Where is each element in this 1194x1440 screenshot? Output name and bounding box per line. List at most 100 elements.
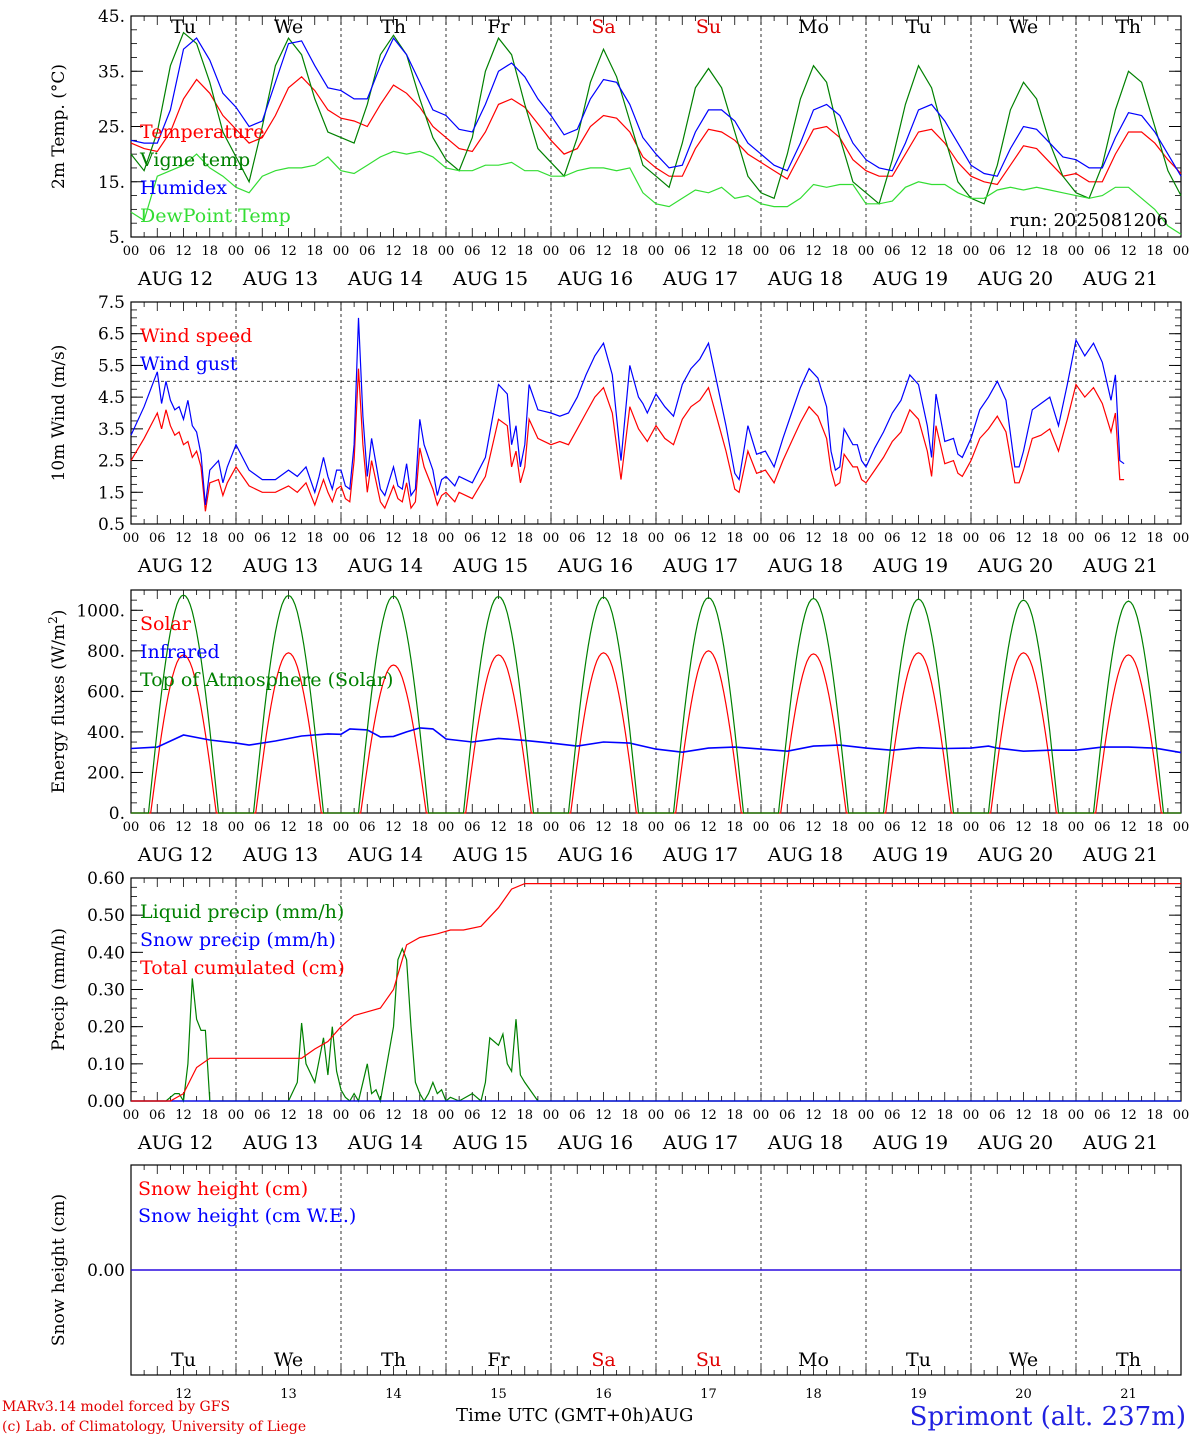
- temp-hour-label: 06: [569, 244, 586, 259]
- precip-hour-label: 18: [516, 1108, 533, 1123]
- energy-hour-label: 12: [385, 820, 402, 835]
- energy-ytick-label: 600.: [87, 682, 125, 702]
- wind-hour-label: 06: [149, 531, 166, 546]
- precip-series-0: [131, 946, 1181, 1104]
- energy-ytick-label: 1000.: [76, 601, 125, 621]
- precip-hour-label: 18: [1041, 1108, 1058, 1123]
- temp-ytick-label: 35.: [98, 62, 125, 82]
- precip-hour-label-end: 00: [1173, 1108, 1190, 1123]
- wind-hour-label: 12: [805, 531, 822, 546]
- energy-hour-label: 00: [438, 820, 455, 835]
- weekday-label-top: We: [274, 16, 303, 38]
- energy-series-2: [131, 594, 1181, 814]
- wind-hour-label: 12: [175, 531, 192, 546]
- wind-ytick-label: 4.5: [98, 388, 125, 408]
- precip-hour-label: 18: [201, 1108, 218, 1123]
- energy-hour-label: 00: [228, 820, 245, 835]
- wind-ytick-label: 2.5: [98, 452, 125, 472]
- precip-hour-label: 18: [726, 1108, 743, 1123]
- weekday-label-top: Th: [1116, 16, 1141, 38]
- wind-hour-label: 06: [989, 531, 1006, 546]
- energy-date-label: AUG 18: [767, 844, 843, 866]
- precip-hour-label: 12: [385, 1108, 402, 1123]
- precip-date-label: AUG 13: [242, 1132, 318, 1154]
- energy-hour-label: 00: [753, 820, 770, 835]
- day-number-label: 18: [805, 1387, 822, 1402]
- precip-date-label: AUG 14: [347, 1132, 423, 1154]
- energy-hour-label: 18: [201, 820, 218, 835]
- wind-panel: [130, 301, 1182, 525]
- temp-hour-label: 00: [333, 244, 350, 259]
- energy-hour-label: 06: [989, 820, 1006, 835]
- wind-hour-label: 18: [201, 531, 218, 546]
- weekday-label-top: Su: [696, 16, 721, 38]
- precip-hour-label: 06: [359, 1108, 376, 1123]
- precip-hour-label: 12: [910, 1108, 927, 1123]
- day-number-label: 20: [1015, 1387, 1032, 1402]
- precip-date-label: AUG 20: [977, 1132, 1053, 1154]
- temp-legend-1: Vigne temp: [139, 149, 250, 171]
- weekday-label-bottom: We: [1009, 1349, 1038, 1371]
- energy-date-label: AUG 17: [662, 844, 738, 866]
- temp-ytick-label: 25.: [98, 118, 125, 138]
- weekday-label-bottom: Tu: [906, 1349, 931, 1371]
- precip-panel: [130, 877, 1182, 1104]
- wind-date-label: AUG 12: [137, 555, 213, 577]
- wind-ytick-label: 3.5: [98, 420, 125, 440]
- energy-hour-label: 06: [464, 820, 481, 835]
- wind-date-label: AUG 21: [1082, 555, 1158, 577]
- wind-hour-label: 18: [306, 531, 323, 546]
- temp-hour-label: 12: [280, 244, 297, 259]
- precip-hour-label: 06: [464, 1108, 481, 1123]
- precip-date-label: AUG 16: [557, 1132, 633, 1154]
- precip-hour-label: 00: [438, 1108, 455, 1123]
- precip-hour-label: 06: [569, 1108, 586, 1123]
- precip-hour-label: 00: [963, 1108, 980, 1123]
- temp-legend-2: Humidex: [140, 177, 227, 199]
- precip-hour-label: 18: [936, 1108, 953, 1123]
- temp-hour-label: 12: [1015, 244, 1032, 259]
- wind-date-label: AUG 19: [872, 555, 948, 577]
- weekday-label-bottom: We: [274, 1349, 303, 1371]
- precip-date-label: AUG 18: [767, 1132, 843, 1154]
- time-axis-label: Time UTC (GMT+0h): [456, 1405, 651, 1426]
- wind-ytick-label: 5.5: [98, 356, 125, 376]
- wind-hour-label: 00: [648, 531, 665, 546]
- temp-hour-label: 06: [464, 244, 481, 259]
- energy-date-label: AUG 13: [242, 844, 318, 866]
- wind-hour-label: 18: [726, 531, 743, 546]
- energy-hour-label: 00: [1068, 820, 1085, 835]
- wind-date-label: AUG 14: [347, 555, 423, 577]
- weekday-label-top: Mo: [798, 16, 829, 38]
- wind-date-label: AUG 18: [767, 555, 843, 577]
- precip-hour-label: 18: [621, 1108, 638, 1123]
- energy-hour-label: 00: [333, 820, 350, 835]
- precip-ytick-label: 0.40: [87, 943, 125, 963]
- temp-hour-label: 00: [543, 244, 560, 259]
- precip-hour-label: 12: [1015, 1108, 1032, 1123]
- temp-hour-label: 00: [228, 244, 245, 259]
- precip-date-label: AUG 15: [452, 1132, 528, 1154]
- temp-hour-label: 18: [1041, 244, 1058, 259]
- energy-hour-label: 18: [936, 820, 953, 835]
- day-number-label: 19: [910, 1387, 927, 1402]
- precip-hour-label: 06: [779, 1108, 796, 1123]
- precip-hour-label: 00: [648, 1108, 665, 1123]
- temp-hour-label: 18: [1146, 244, 1163, 259]
- energy-date-label: AUG 20: [977, 844, 1053, 866]
- temp-hour-label: 00: [1068, 244, 1085, 259]
- temp-hour-label: 18: [726, 244, 743, 259]
- energy-hour-label: 00: [648, 820, 665, 835]
- model-credit-line1: MARv3.14 model forced by GFS: [2, 1399, 231, 1415]
- precip-hour-label: 12: [490, 1108, 507, 1123]
- temp-hour-label: 18: [306, 244, 323, 259]
- temp-date-label: AUG 14: [347, 268, 423, 290]
- wind-hour-label: 06: [884, 531, 901, 546]
- precip-ytick-label: 0.30: [87, 981, 125, 1001]
- day-number-label: 16: [595, 1387, 612, 1402]
- temp-hour-label: 12: [595, 244, 612, 259]
- temp-hour-label: 00: [753, 244, 770, 259]
- energy-date-label: AUG 12: [137, 844, 213, 866]
- energy-hour-label: 12: [910, 820, 927, 835]
